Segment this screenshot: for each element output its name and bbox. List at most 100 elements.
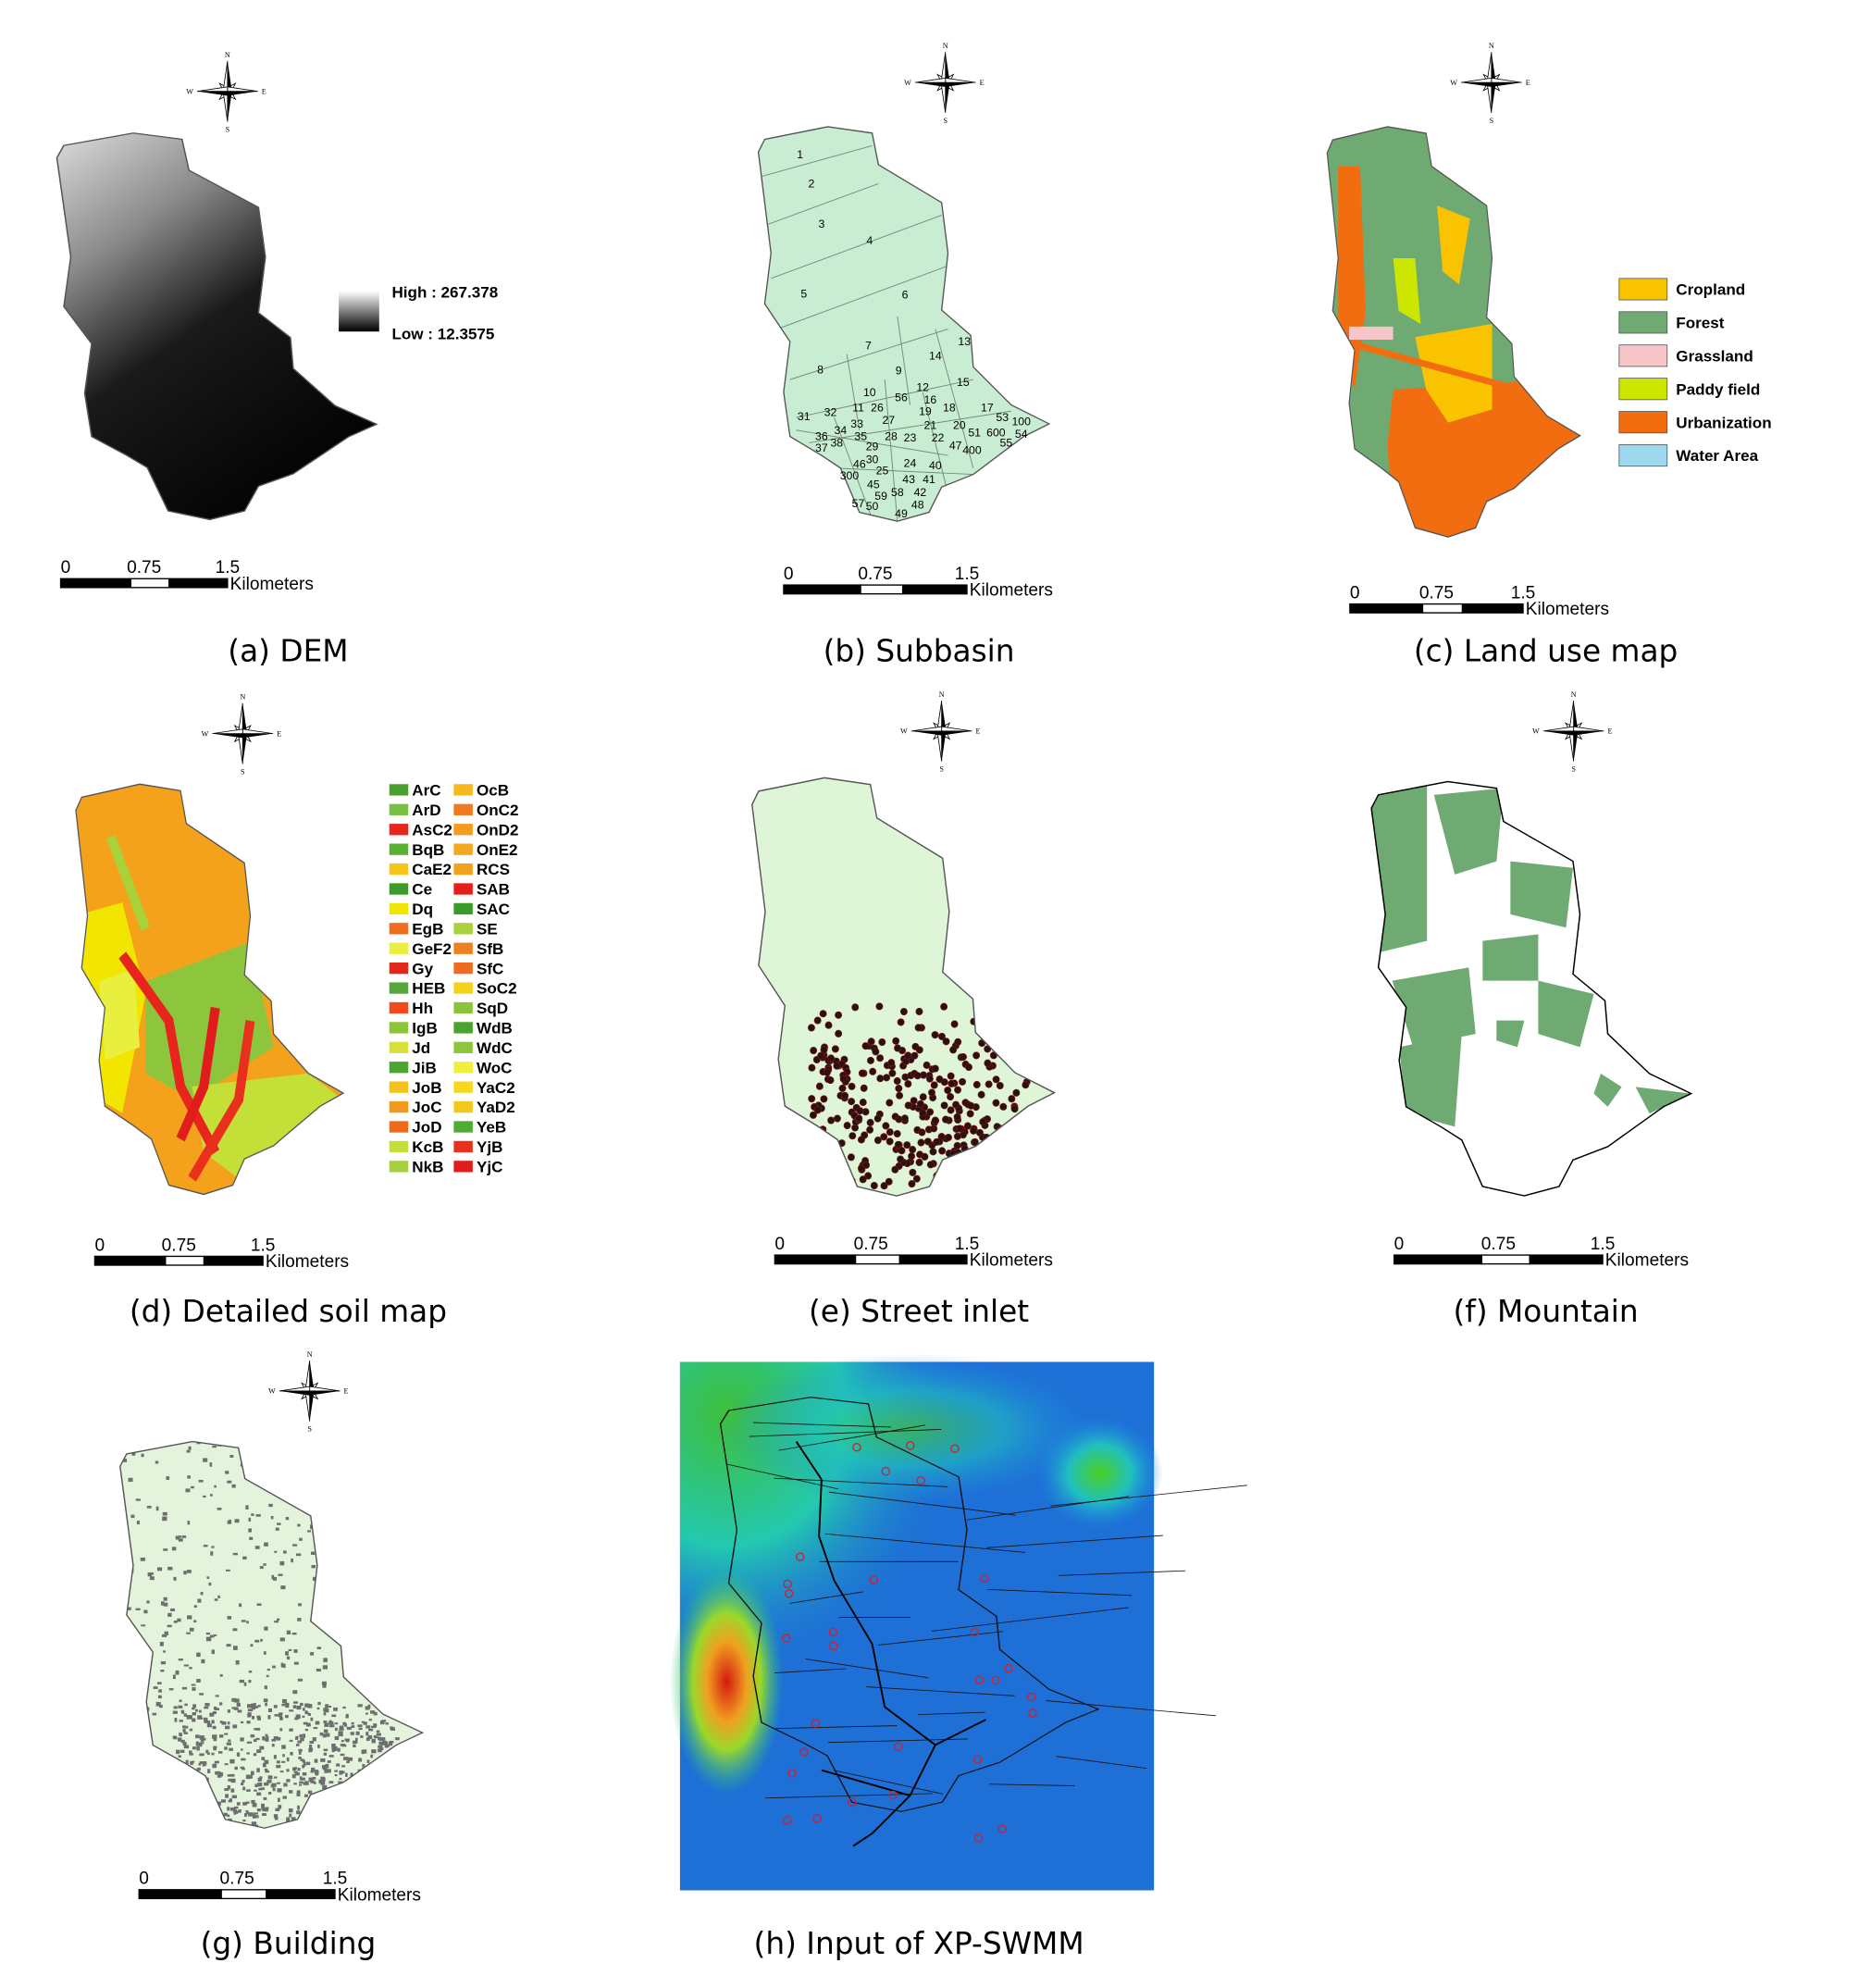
building [204, 1792, 208, 1795]
building [212, 1446, 217, 1448]
building [250, 1644, 254, 1647]
building [182, 1742, 187, 1746]
building [214, 1812, 217, 1816]
building [322, 1801, 326, 1805]
building [368, 1719, 372, 1721]
street-inlet [923, 1061, 931, 1069]
building [271, 1486, 275, 1490]
subbasin-label: 11 [852, 401, 864, 414]
street-inlet [972, 1177, 980, 1186]
building [203, 1761, 207, 1766]
building [256, 1603, 262, 1607]
building [262, 1813, 266, 1817]
street-inlet [880, 1182, 888, 1190]
building [228, 1778, 232, 1782]
building [370, 1754, 374, 1758]
legend-label: YaC2 [477, 1079, 515, 1097]
building [203, 1545, 208, 1547]
building [219, 1734, 224, 1738]
building [213, 1737, 217, 1742]
building [246, 1752, 250, 1755]
legend-label: OnD2 [477, 821, 519, 839]
building [279, 1560, 285, 1566]
subbasin-label: 54 [1015, 428, 1028, 441]
building [382, 1791, 388, 1795]
building [302, 1764, 305, 1769]
building [291, 1767, 296, 1771]
building [215, 1695, 219, 1697]
street-inlet [917, 1138, 925, 1147]
building [264, 1768, 268, 1771]
street-inlet [923, 1137, 932, 1146]
subbasin-boundary [796, 429, 948, 456]
building [300, 1758, 304, 1761]
building [339, 1777, 342, 1781]
building [353, 1805, 358, 1808]
building [285, 1704, 290, 1708]
building [365, 1814, 371, 1817]
watershed-map [75, 783, 344, 1196]
building [248, 1528, 253, 1533]
building [214, 1634, 217, 1636]
subbasin-label: 23 [904, 431, 917, 444]
street-inlet [954, 1086, 962, 1094]
legend-label: JoC [412, 1099, 441, 1116]
building [307, 1790, 313, 1795]
building [292, 1690, 298, 1695]
street-inlet [876, 1075, 885, 1083]
building [173, 1576, 177, 1581]
compass-point [309, 1361, 315, 1391]
building [163, 1597, 167, 1601]
street-inlet [840, 1169, 848, 1177]
building [318, 1779, 323, 1784]
paddy [1393, 257, 1421, 325]
node [950, 1444, 960, 1453]
legend-swatch [389, 1001, 409, 1014]
building [195, 1741, 199, 1746]
subbasin-label: 8 [817, 363, 824, 376]
building [326, 1818, 330, 1822]
building [225, 1823, 229, 1828]
subbasin-label: 27 [882, 414, 895, 427]
subbasin-boundary [1058, 1570, 1185, 1576]
legend-label: HEB [412, 980, 445, 998]
building [191, 1684, 196, 1686]
building [376, 1733, 381, 1736]
grassland [1349, 326, 1394, 341]
building [298, 1748, 303, 1752]
building [381, 1802, 386, 1807]
map-fill [751, 777, 1055, 1197]
street-inlet [830, 1168, 838, 1176]
building [265, 1807, 269, 1809]
street-inlet [867, 1037, 875, 1046]
building [379, 1813, 385, 1816]
building [391, 1712, 395, 1717]
street-inlet [1002, 1008, 1010, 1016]
street-inlet [898, 1147, 906, 1155]
scale-unit: Kilometers [266, 1252, 349, 1272]
building [189, 1753, 194, 1756]
soil-strip [188, 1020, 255, 1182]
building [323, 1658, 328, 1662]
street-inlet [886, 1099, 894, 1107]
building [322, 1665, 328, 1670]
subbasin-label: 42 [914, 486, 927, 499]
building [325, 1733, 330, 1737]
building [341, 1765, 346, 1768]
building [194, 1797, 199, 1801]
building [279, 1471, 284, 1474]
building [295, 1714, 301, 1720]
building [227, 1480, 232, 1484]
building [190, 1485, 194, 1489]
street-inlet [813, 1106, 822, 1114]
building [157, 1695, 162, 1699]
legend-label: Forest [1676, 315, 1724, 332]
building [334, 1746, 338, 1751]
scale-label: 0.75 [1481, 1235, 1516, 1254]
building [306, 1824, 310, 1828]
street-inlet [986, 1009, 995, 1017]
building [256, 1792, 262, 1796]
scale-segment [1529, 1254, 1604, 1265]
legend-label: Urbanization [1676, 414, 1771, 431]
building [285, 1517, 290, 1521]
